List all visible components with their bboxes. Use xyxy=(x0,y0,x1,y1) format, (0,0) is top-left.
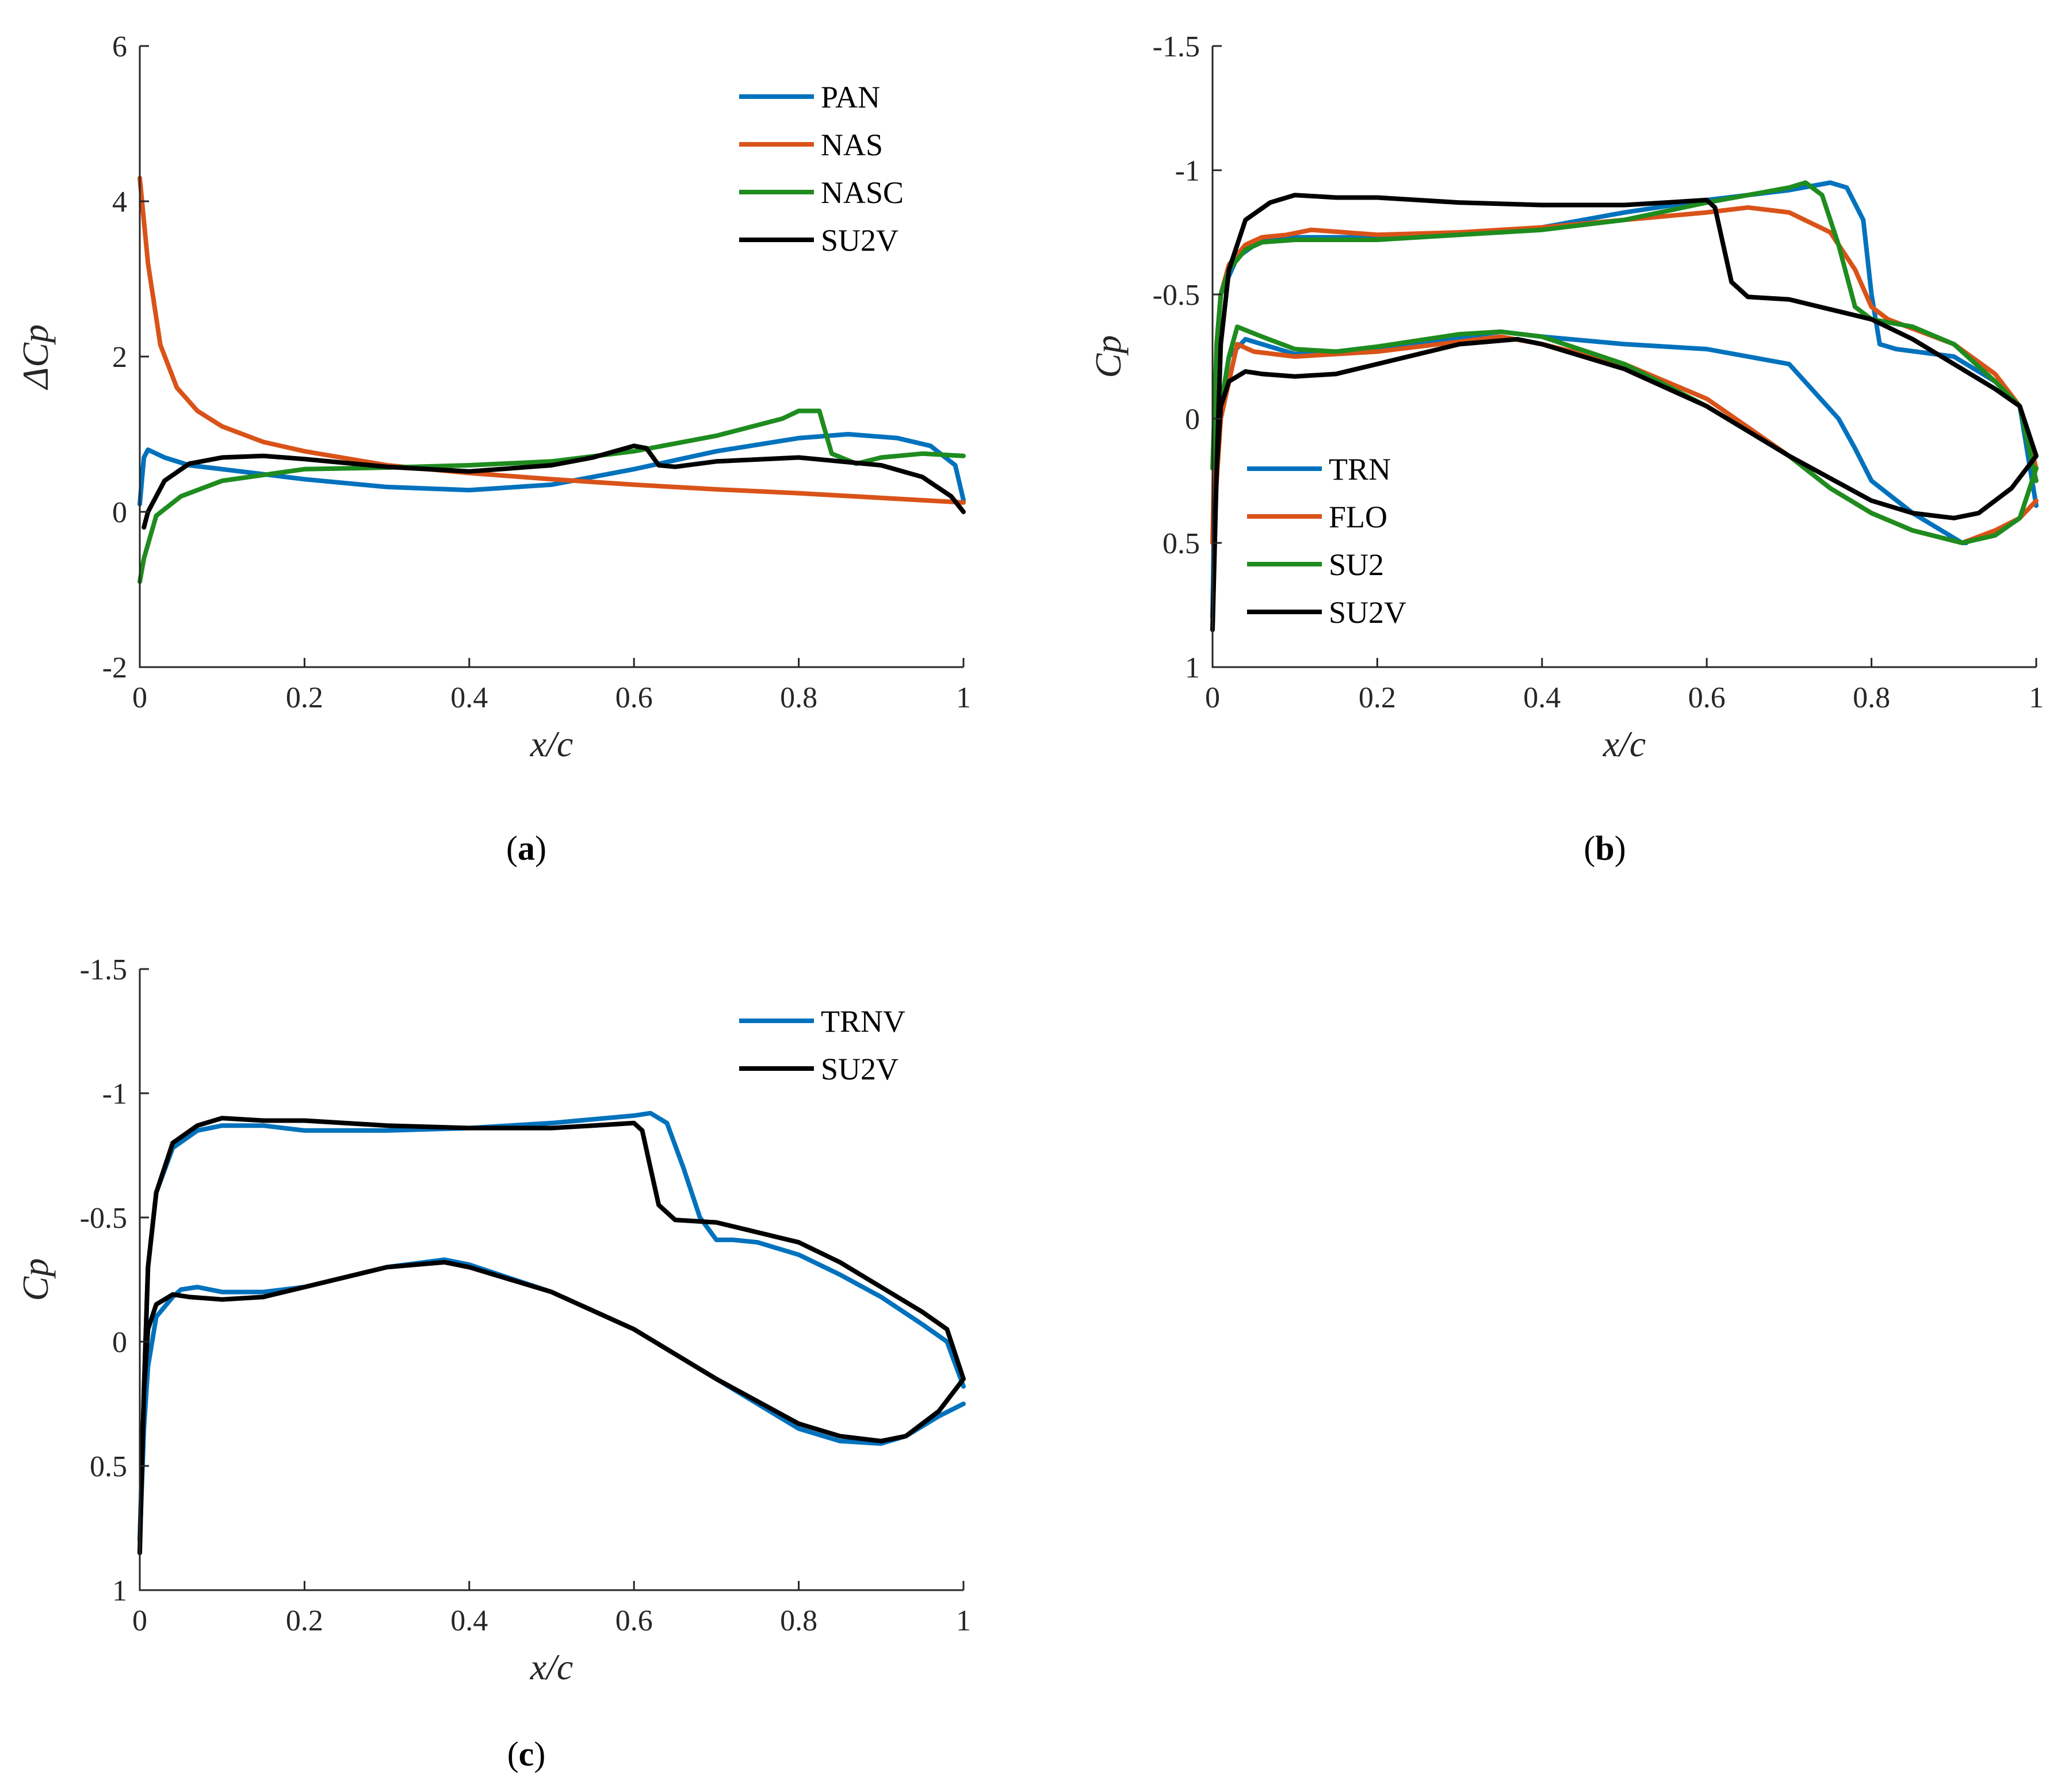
y-axis-label: Cp xyxy=(15,1258,56,1301)
legend-label-su2: SU2 xyxy=(1329,547,1384,582)
y-tick-label: 1 xyxy=(112,1575,127,1607)
y-tick-label: -1 xyxy=(1175,155,1200,187)
y-axis-label: Cp xyxy=(1088,335,1129,378)
panel-caption: (a) xyxy=(506,829,546,867)
y-tick-label: 2 xyxy=(112,341,127,374)
y-tick-label: -1 xyxy=(102,1078,127,1111)
x-tick-label: 0.2 xyxy=(286,681,323,714)
x-tick-label: 0.4 xyxy=(450,1605,488,1637)
y-tick-label: 0 xyxy=(112,1326,127,1359)
legend-label-su2v: SU2V xyxy=(821,1052,898,1086)
chart-panel-b: 0 0.2 0.4 0.6 0.8 1 -1.5 -1 -0.5 0 0.5 1 x/c Cp TRN FLO… xyxy=(1088,30,2044,867)
chart-panel-c: 0 0.2 0.4 0.6 0.8 1 -1.5 -1 -0.5 0 0.5 1 x/c Cp TRNV SU… xyxy=(15,954,971,1773)
legend: TRNV SU2V xyxy=(739,1004,905,1086)
legend-label-su2v: SU2V xyxy=(821,223,898,258)
y-tick-label: -2 xyxy=(102,652,127,684)
y-tick-label: 0.5 xyxy=(1162,527,1200,560)
y-tick-label: -0.5 xyxy=(1153,279,1200,312)
series-line-su2v xyxy=(137,1116,966,1556)
panel-caption-letter: a xyxy=(518,829,535,867)
y-tick-label: 0.5 xyxy=(90,1450,127,1483)
x-tick-label: 0.2 xyxy=(1359,681,1396,714)
y-tick-label: -1.5 xyxy=(80,954,127,986)
y-tick-label: 1 xyxy=(1185,652,1200,684)
x-tick-label: 0.8 xyxy=(780,681,817,714)
panel-caption-letter: c xyxy=(519,1735,534,1773)
legend-label-nas: NAS xyxy=(821,128,883,162)
x-tick-label: 0 xyxy=(132,681,147,714)
x-tick-label: 0 xyxy=(132,1605,147,1637)
series-line-pan xyxy=(137,432,966,507)
x-tick-label: 0.4 xyxy=(1523,681,1561,714)
series-line-trnv xyxy=(137,1111,966,1543)
legend-label-su2v: SU2V xyxy=(1329,595,1406,630)
x-tick-label: 0.8 xyxy=(1853,681,1890,714)
series-line-su2v xyxy=(1210,193,2039,633)
legend-label-trnv: TRNV xyxy=(821,1004,905,1039)
chart-panel-a: 0 0.2 0.4 0.6 0.8 1-20246x/cΔCpPANNASNASCSU2V… xyxy=(15,30,971,867)
series-line-su2v xyxy=(142,443,966,530)
y-tick-label: 0 xyxy=(1185,403,1200,436)
legend: PAN NAS NASC SU2V xyxy=(739,80,904,258)
x-tick-label: 1 xyxy=(956,681,971,714)
legend-label-flo: FLO xyxy=(1329,500,1387,534)
y-tick-label: 0 xyxy=(112,496,127,529)
y-tick-label: 4 xyxy=(112,186,127,219)
y-tick-label: -1.5 xyxy=(1153,30,1200,63)
x-tick-label: 0.6 xyxy=(1688,681,1726,714)
x-tick-label: 0.6 xyxy=(615,681,653,714)
x-axis-label: x/c xyxy=(530,723,573,764)
x-tick-label: 0.2 xyxy=(286,1605,323,1637)
x-tick-label: 1 xyxy=(956,1605,971,1637)
panel-caption: (c) xyxy=(507,1735,546,1773)
legend-label-trn: TRN xyxy=(1329,452,1391,487)
x-tick-label: 1 xyxy=(2029,681,2044,714)
x-tick-label: 0.6 xyxy=(615,1605,653,1637)
x-tick-label: 0.4 xyxy=(450,681,488,714)
legend: TRN FLO SU2 SU2V xyxy=(1247,452,1406,630)
panel-caption: (b) xyxy=(1584,829,1626,867)
series-line-nas xyxy=(137,175,966,505)
x-tick-label: 0 xyxy=(1205,681,1220,714)
panel-caption-letter: b xyxy=(1595,829,1614,867)
x-axis-label: x/c xyxy=(1603,723,1646,764)
x-tick-label: 0.8 xyxy=(780,1605,817,1637)
legend-label-nasc: NASC xyxy=(821,175,904,210)
y-axis-label: ΔCp xyxy=(15,324,56,390)
legend-label-pan: PAN xyxy=(821,80,880,114)
y-tick-label: 6 xyxy=(112,30,127,63)
x-axis-label: x/c xyxy=(530,1647,573,1687)
y-tick-label: -0.5 xyxy=(80,1202,127,1235)
